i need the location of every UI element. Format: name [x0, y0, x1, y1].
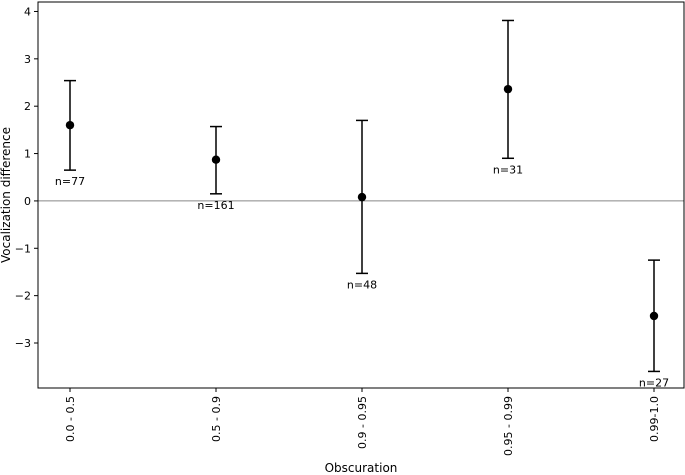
y-tick-label: 4: [24, 5, 31, 18]
y-axis-label: Vocalization difference: [0, 127, 13, 263]
x-axis-ticks: 0.0 - 0.5 0.5 - 0.9 0.9 - 0.95 0.95 - 0.99 0…: [64, 388, 661, 456]
data-point: [211, 155, 221, 164]
sample-size-label: n=48: [347, 278, 377, 291]
sample-size-label: n=27: [639, 376, 669, 389]
data-point: [357, 192, 367, 202]
plot-frame: [37, 1, 685, 389]
y-axis-ticks: 4 3 2 1 0 −1 −2 −3: [15, 5, 38, 350]
x-axis-label: Obscuration: [325, 461, 398, 475]
sample-size-label: n=31: [493, 163, 523, 176]
x-tick-label: 0.0 - 0.5: [64, 396, 77, 442]
y-tick-label: 2: [24, 100, 31, 113]
data-point: [649, 311, 659, 321]
sample-size-label: n=161: [197, 199, 234, 212]
y-tick-label: −1: [15, 242, 31, 255]
x-tick-label: 0.95 - 0.99: [502, 396, 515, 456]
x-tick-label: 0.99-1.0: [648, 396, 661, 442]
y-tick-label: −3: [15, 337, 31, 350]
y-tick-label: 1: [24, 148, 31, 161]
points-group: [65, 84, 659, 321]
y-tick-label: 3: [24, 53, 31, 66]
data-point: [65, 120, 75, 130]
x-tick-label: 0.5 - 0.9: [210, 396, 223, 442]
annotations-group: n=77 n=161 n=48 n=31 n=27: [55, 163, 669, 389]
x-tick-label: 0.9 - 0.95: [356, 396, 369, 449]
sample-size-label: n=77: [55, 175, 85, 188]
y-tick-label: 0: [24, 195, 31, 208]
data-point: [503, 84, 513, 94]
y-tick-label: −2: [15, 290, 31, 303]
